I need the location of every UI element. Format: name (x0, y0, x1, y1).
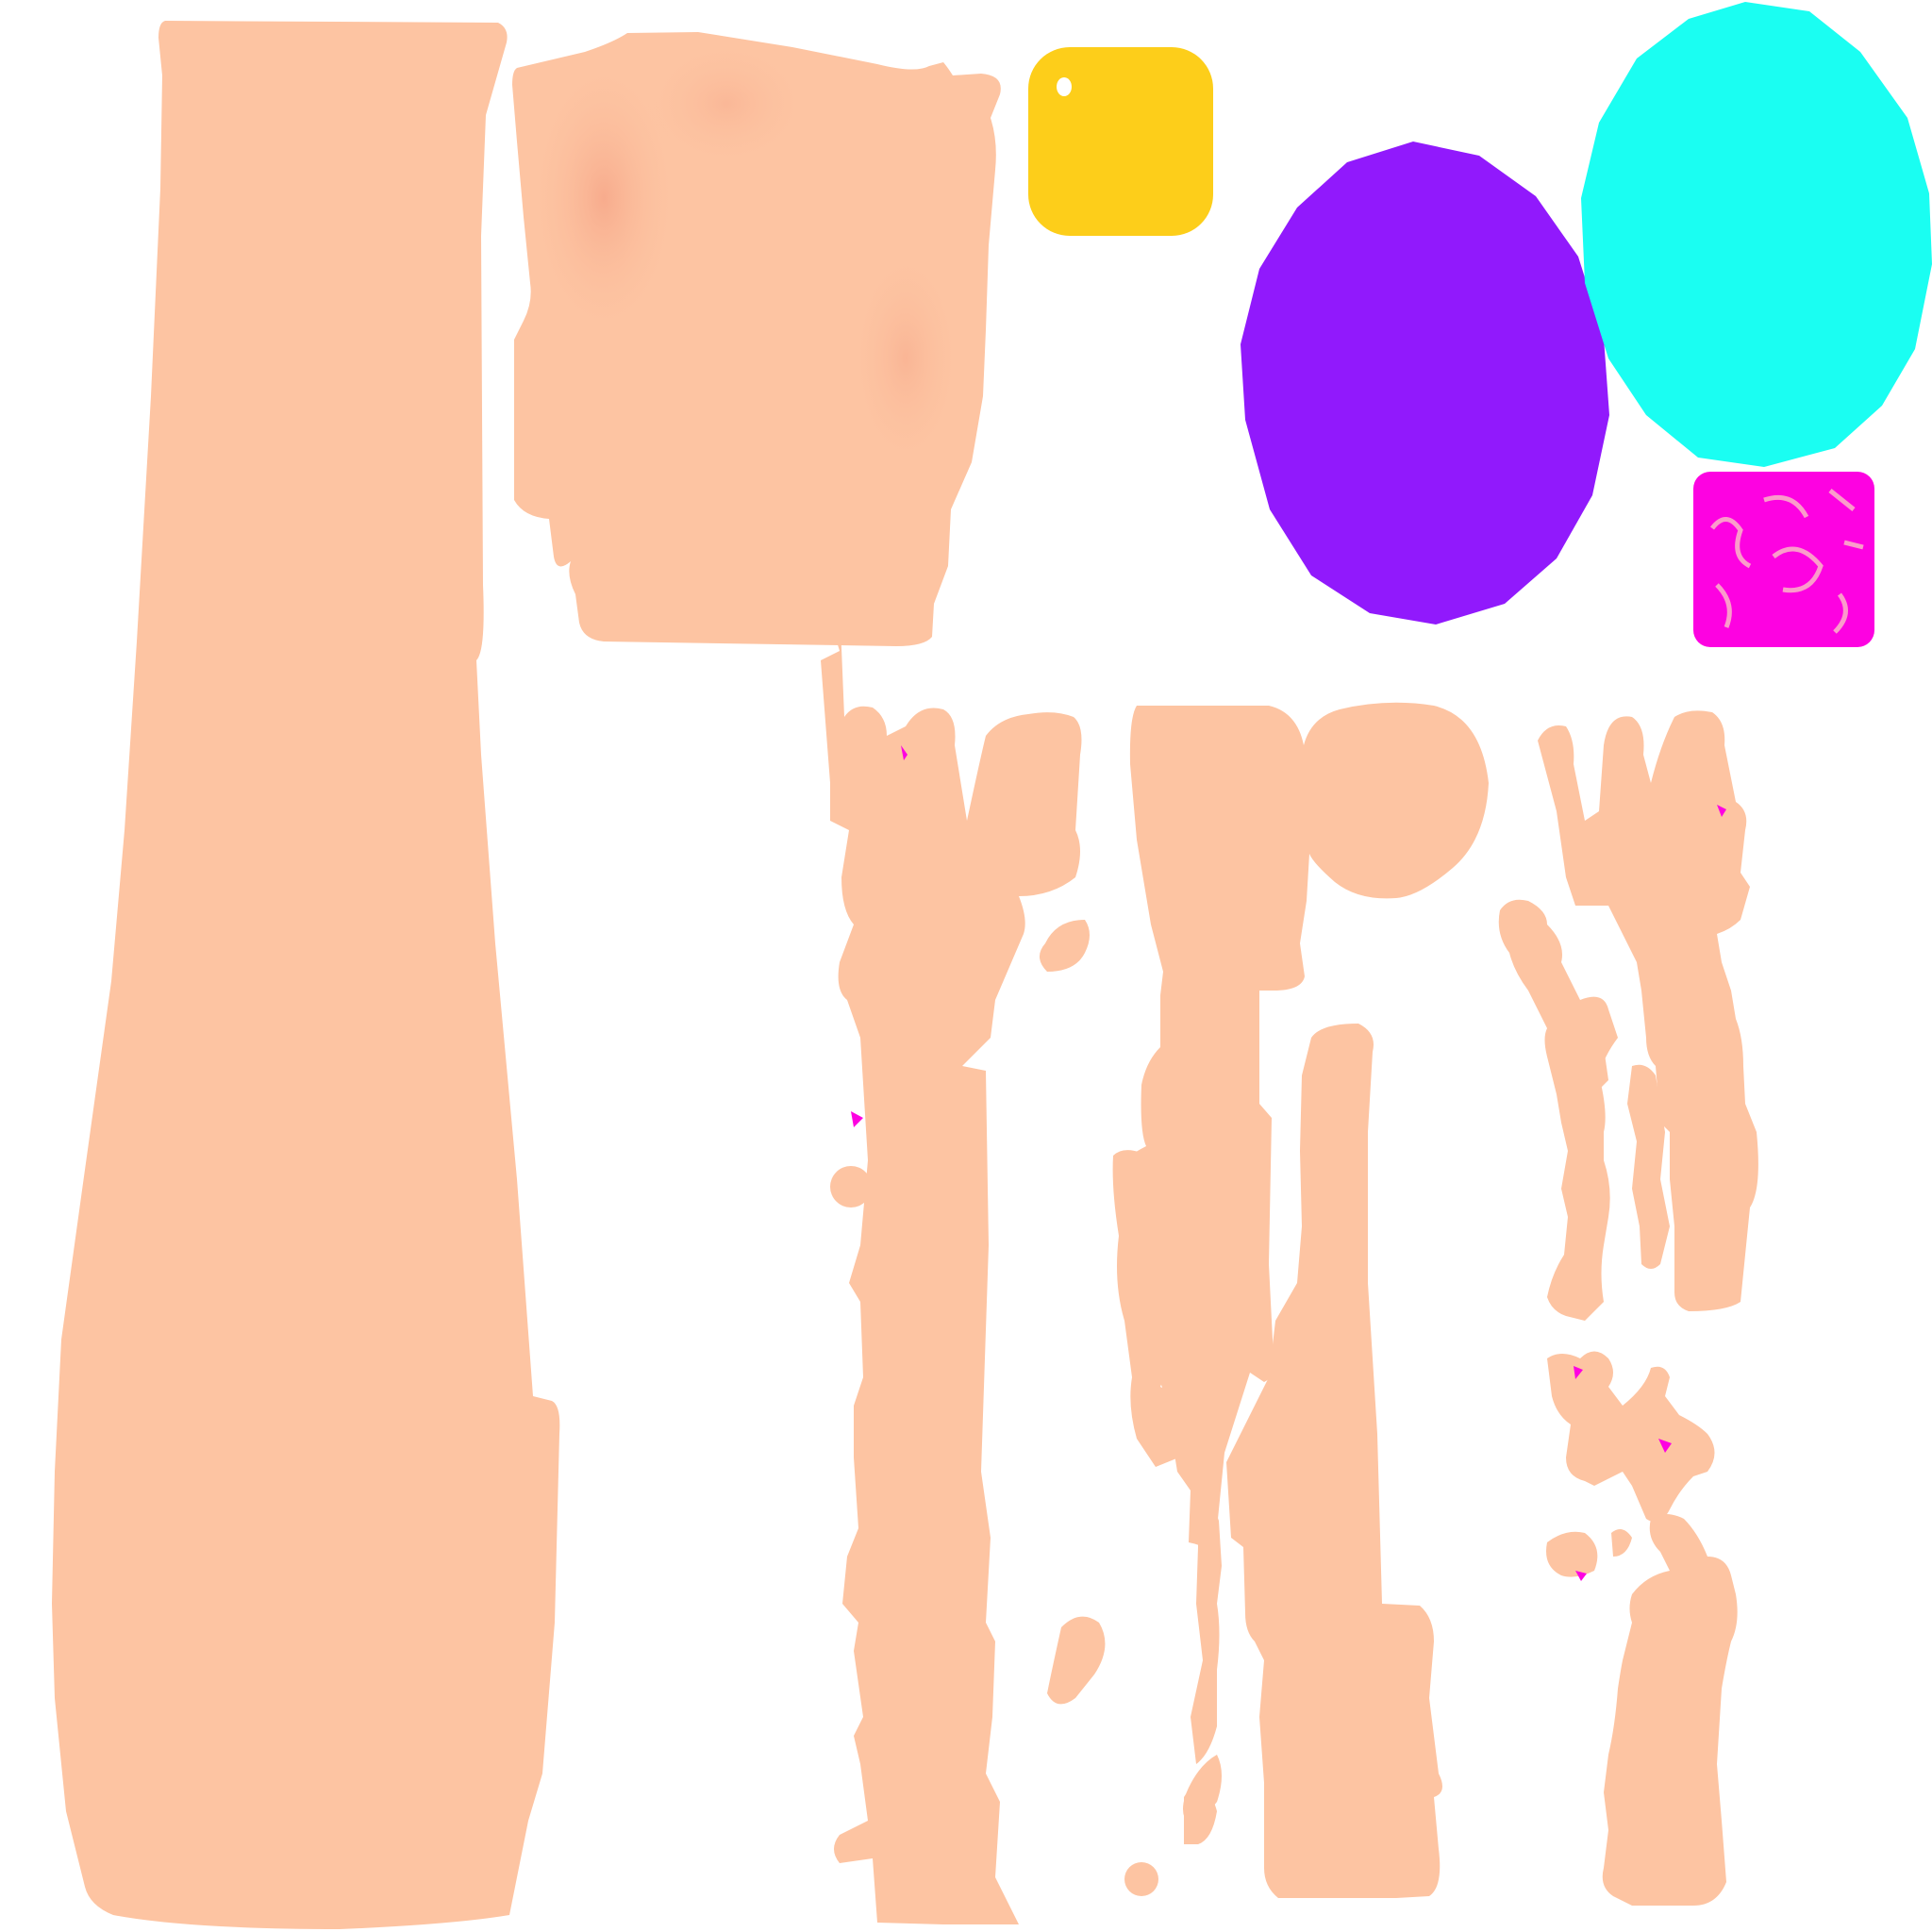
yellow-square-island (1028, 47, 1213, 236)
right-arm-uv-islands (1498, 710, 1758, 1906)
torso-uv-island (52, 21, 560, 1929)
left-arm-uv-islands (821, 557, 1106, 1924)
cheek-blush-right (849, 245, 962, 472)
purple-oval-island (1241, 142, 1609, 625)
cheek-blush-left (528, 57, 679, 340)
yellow-square-hole (1057, 77, 1072, 96)
cyan-oval-island (1581, 2, 1932, 467)
seam-markers (851, 745, 1726, 1581)
magenta-square-island (1693, 472, 1874, 647)
cheek-blush-top (641, 38, 811, 170)
magenta-square-pattern (1710, 489, 1864, 634)
center-leg-uv-islands (1112, 702, 1489, 1898)
